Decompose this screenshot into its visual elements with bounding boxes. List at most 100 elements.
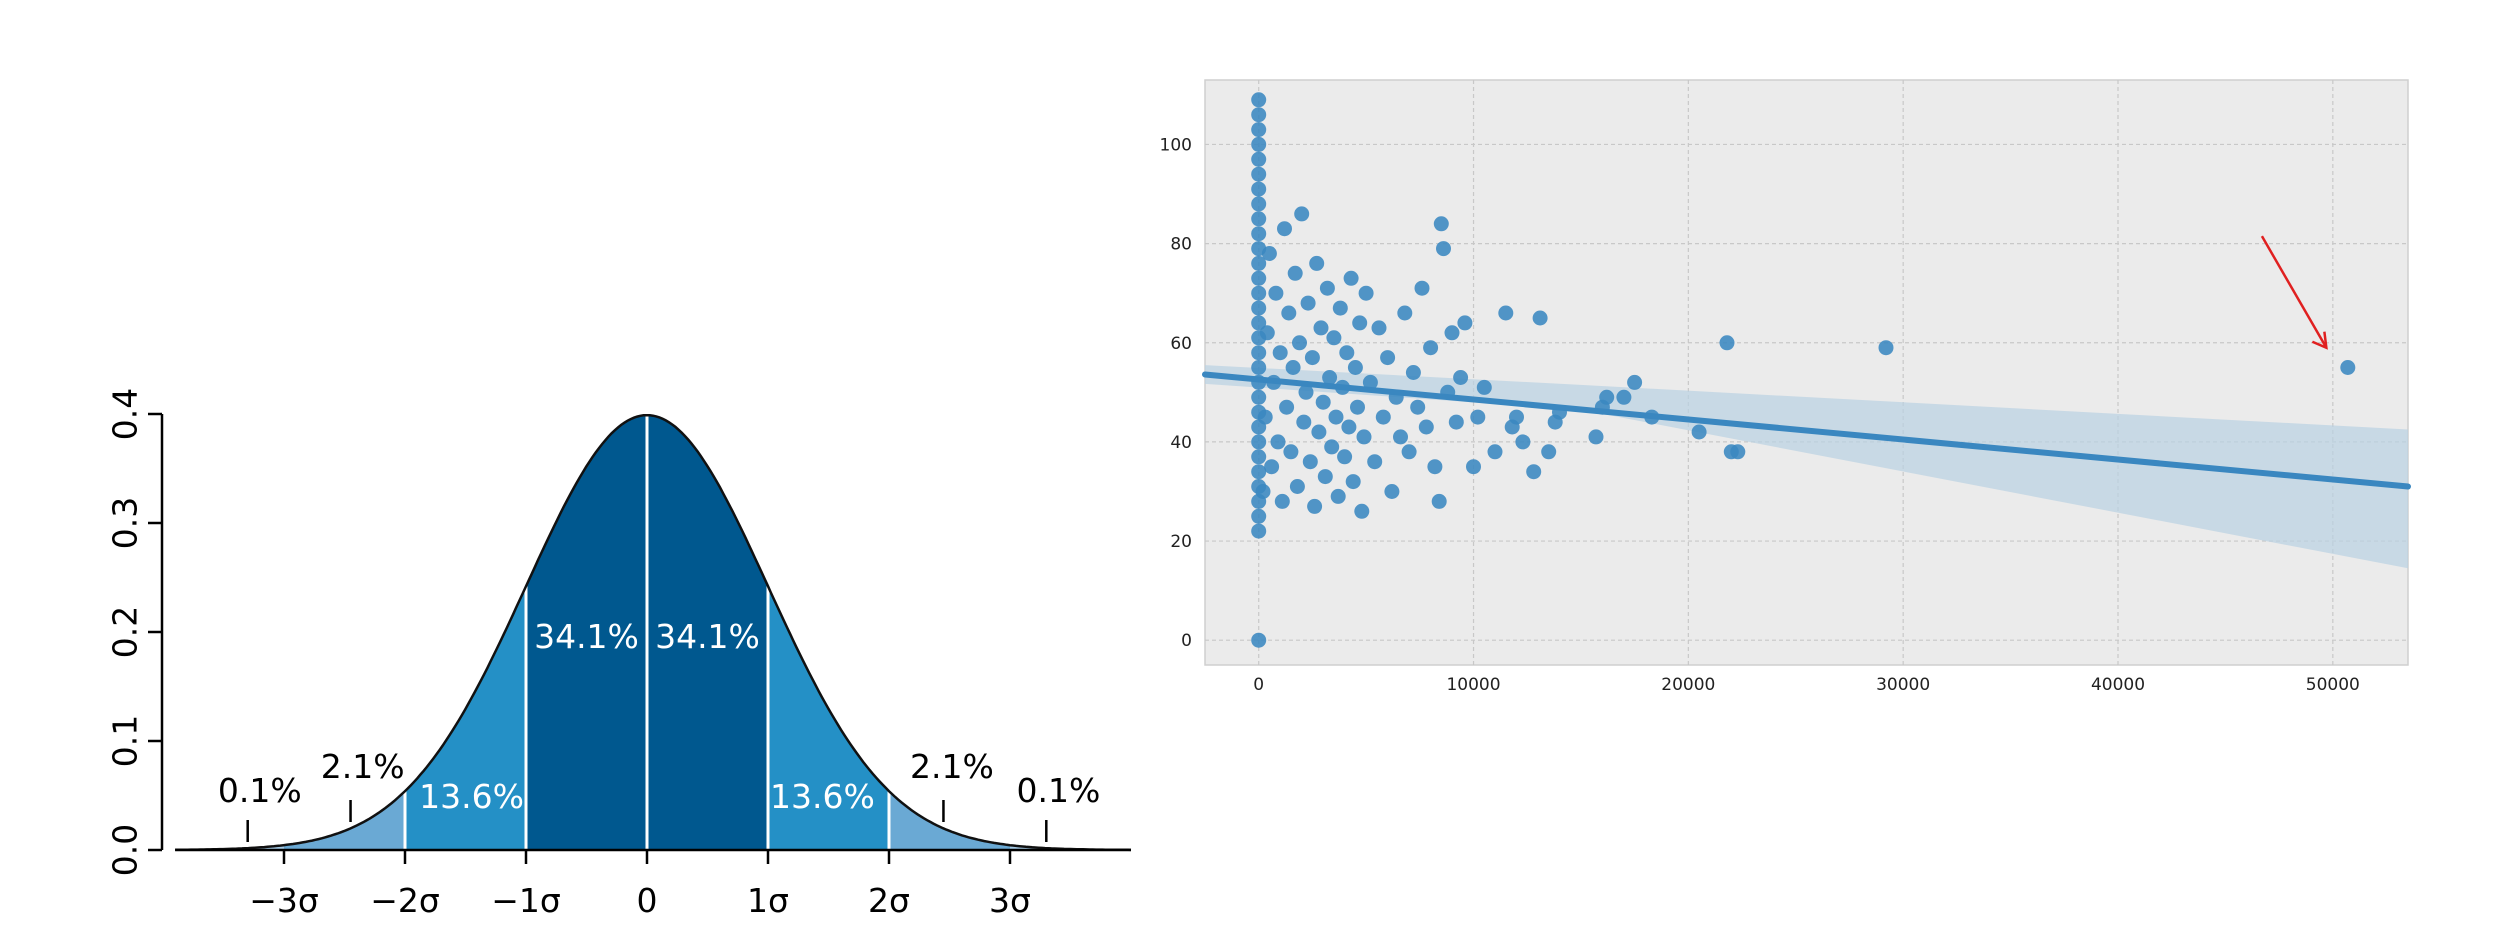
y-tick-label: 0.3 xyxy=(106,497,145,549)
scatter-point xyxy=(1289,479,1305,494)
scatter-point xyxy=(1410,399,1426,415)
scatter-point xyxy=(1287,265,1303,281)
scatter-point xyxy=(1251,632,1267,648)
scatter-point xyxy=(1307,498,1323,514)
scatter-point xyxy=(1423,340,1439,356)
scatter-point xyxy=(1448,414,1464,430)
y-tick-label: 0 xyxy=(1181,631,1192,651)
scatter-point xyxy=(1261,246,1277,261)
scatter-point xyxy=(1431,493,1447,509)
x-tick-label: 10000 xyxy=(1446,675,1500,695)
scatter-point xyxy=(1251,226,1267,242)
scatter-regression-chart: 0 10000 20000 30000 40000 50000 0 20 40 60 80 100 xyxy=(1160,79,2411,695)
scatter-point xyxy=(1371,320,1387,336)
scatter-point xyxy=(1526,464,1542,480)
scatter-point xyxy=(1509,409,1524,425)
x-tick-label: 40000 xyxy=(2091,675,2145,695)
scatter-point xyxy=(1251,196,1267,212)
y-tick-label: 0.1 xyxy=(106,715,145,767)
percentage-label: 13.6% xyxy=(770,777,875,816)
scatter-point xyxy=(1730,444,1746,460)
scatter-point xyxy=(1354,503,1370,519)
scatter-point xyxy=(1350,399,1365,415)
percentage-label: 34.1% xyxy=(655,617,760,656)
scatter-point xyxy=(1345,474,1361,490)
scatter-point xyxy=(1274,493,1290,509)
y-tick-label: 0.0 xyxy=(106,824,145,876)
scatter-point xyxy=(1453,370,1469,385)
scatter-point xyxy=(1255,484,1271,499)
scatter-point xyxy=(1436,241,1451,257)
scatter-point xyxy=(1319,280,1335,296)
scatter-point xyxy=(1433,216,1449,232)
scatter-point xyxy=(1272,345,1288,361)
scatter-point xyxy=(1405,365,1421,380)
scatter-point xyxy=(1324,439,1340,455)
scatter-point xyxy=(1691,424,1707,440)
x-tick-label: 3σ xyxy=(989,881,1031,920)
scatter-point xyxy=(1257,409,1273,425)
scatter-point xyxy=(1264,459,1280,475)
percentage-label: 34.1% xyxy=(534,617,639,656)
scatter-point xyxy=(1251,434,1267,450)
scatter-point xyxy=(1322,370,1338,385)
scatter-point xyxy=(1347,360,1363,375)
outlier-arrow xyxy=(2260,235,2328,349)
scatter-point xyxy=(1326,330,1342,346)
y-tick-label: 40 xyxy=(1170,433,1192,453)
scatter-point xyxy=(1251,523,1267,539)
scatter-point xyxy=(1343,270,1359,286)
scatter-point xyxy=(1532,310,1548,326)
scatter-point xyxy=(1251,181,1267,197)
scatter-point xyxy=(1384,484,1400,499)
scatter-point xyxy=(1251,151,1267,167)
y-tick-label: 0.2 xyxy=(106,606,145,658)
scatter-point xyxy=(1279,399,1295,415)
x-tick-label: −1σ xyxy=(491,881,561,920)
scatter-point xyxy=(1251,92,1267,108)
scatter-point xyxy=(1375,409,1391,425)
x-tick-label: 20000 xyxy=(1661,675,1715,695)
y-tick-label: 20 xyxy=(1170,532,1192,552)
scatter-point xyxy=(1341,419,1357,435)
scatter-point xyxy=(1367,454,1383,470)
scatter-point xyxy=(1515,434,1531,450)
scatter-point xyxy=(1393,429,1408,445)
scatter-point xyxy=(1251,360,1267,375)
regression-line xyxy=(1202,371,2411,490)
scatter-point xyxy=(1414,280,1430,296)
scatter-point xyxy=(1292,335,1307,351)
scatter-point xyxy=(1285,360,1301,375)
scatter-point xyxy=(1251,389,1267,405)
scatter-point xyxy=(1251,464,1267,480)
x-tick-label: 0 xyxy=(637,881,658,920)
scatter-point xyxy=(1397,305,1413,321)
density-curve xyxy=(175,413,1132,852)
scatter-point xyxy=(1380,350,1396,366)
scatter-point xyxy=(1313,320,1329,336)
band-area xyxy=(889,791,1010,850)
scatter-point xyxy=(1251,136,1267,152)
x-tick-label: 1σ xyxy=(747,881,789,920)
scatter-point xyxy=(1251,166,1267,182)
scatter-point xyxy=(1277,221,1292,237)
scatter-point xyxy=(1268,285,1284,301)
scatter-point xyxy=(1270,434,1286,450)
confidence-band xyxy=(1205,365,2408,569)
percentage-label: 0.1% xyxy=(218,771,302,810)
scatter-point xyxy=(1444,325,1460,341)
scatter-point xyxy=(1339,345,1355,361)
scatter-point xyxy=(1281,305,1297,321)
scatter-point xyxy=(1358,285,1374,301)
scatter-point xyxy=(1311,424,1327,440)
scatter-point xyxy=(1251,211,1267,227)
scatter-point xyxy=(1251,449,1267,465)
scatter-point xyxy=(1259,325,1275,341)
scatter-point xyxy=(1498,305,1514,321)
scatter-point xyxy=(1401,444,1417,460)
scatter-point xyxy=(1251,345,1267,361)
scatter-point xyxy=(1878,340,1894,356)
scatter-point xyxy=(1337,449,1353,465)
percentage-label: 2.1% xyxy=(321,747,405,786)
